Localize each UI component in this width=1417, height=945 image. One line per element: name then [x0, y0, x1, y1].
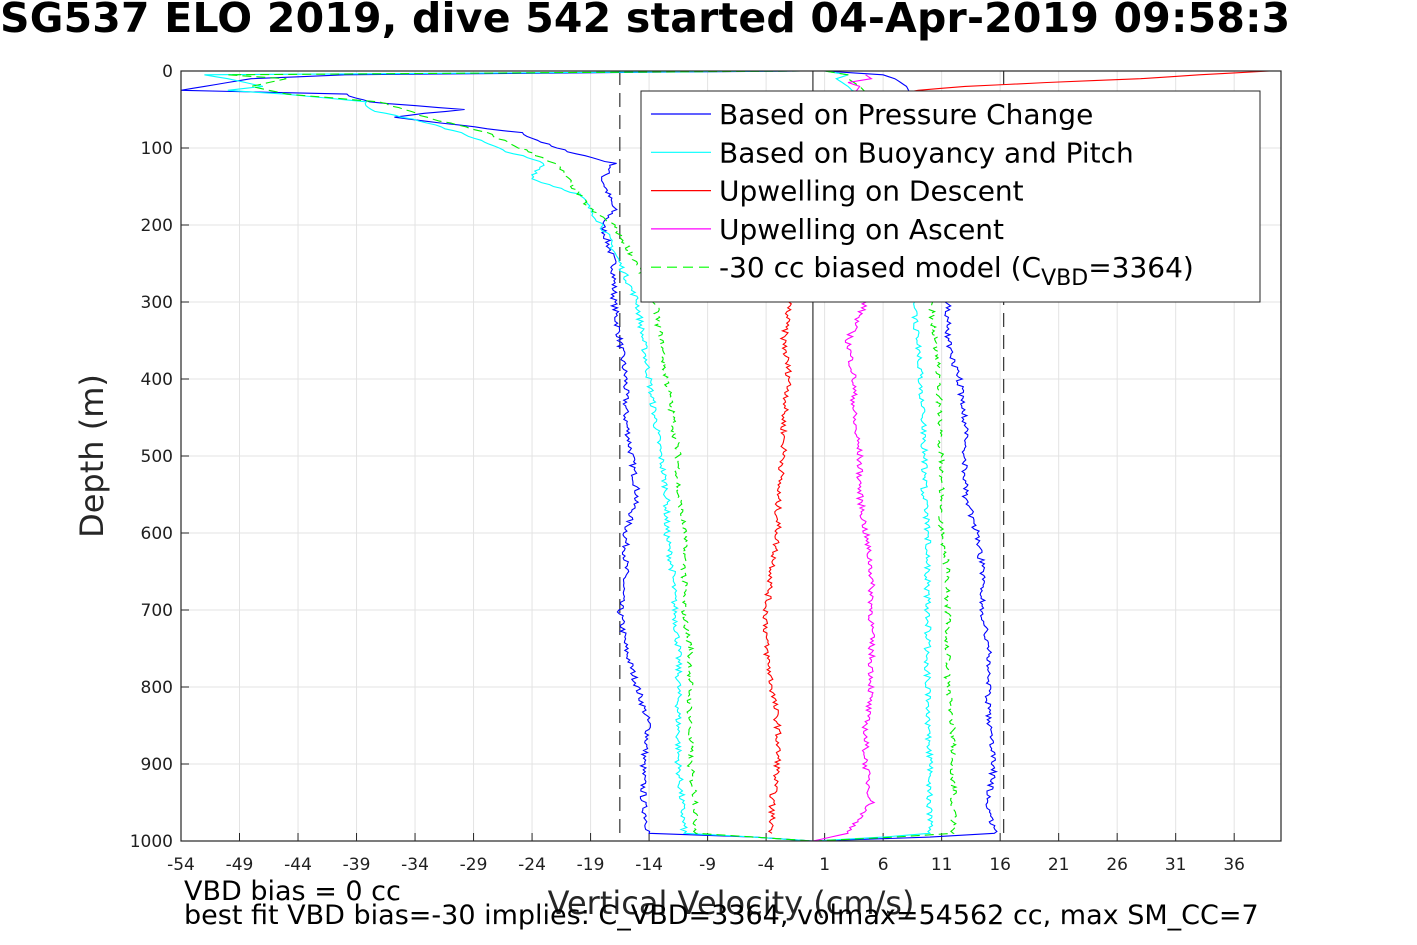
legend-suffix: =3364) — [1088, 251, 1194, 284]
x-tick-label: 21 — [1048, 855, 1070, 875]
y-tick-label: 800 — [141, 678, 173, 698]
vbd-bias-note: VBD bias = 0 cc — [184, 876, 401, 907]
series-line — [204, 70, 813, 842]
x-tick-label: 11 — [931, 855, 953, 875]
x-tick-label: -24 — [518, 855, 546, 875]
x-tick-label: -49 — [226, 855, 254, 875]
legend-label: Based on Pressure Change — [719, 98, 1093, 131]
legend-subscript: VBD — [1041, 266, 1088, 291]
y-tick-label: 700 — [141, 601, 173, 621]
legend-label: Upwelling on Descent — [719, 175, 1024, 208]
x-tick-label: 1 — [819, 855, 830, 875]
series-line — [180, 70, 813, 842]
legend: Based on Pressure Change Based on Buoyanc… — [640, 90, 1261, 303]
x-tick-label: -39 — [343, 855, 371, 875]
x-tick-label: 36 — [1223, 855, 1245, 875]
x-tick-label: -9 — [699, 855, 716, 875]
x-tick-label: -14 — [635, 855, 663, 875]
x-tick-labels: -54 -49 -44 -39 -34 -29 -24 -19 -14 -9 -4 1 6 11 16 21 2… — [167, 855, 1245, 875]
x-tick-label: -19 — [577, 855, 605, 875]
best-fit-note: best fit VBD bias=-30 implies: C_VBD=336… — [184, 900, 1259, 931]
x-axis-label: Vertical Velocity (cm/s) — [548, 884, 915, 922]
y-tick-label: 300 — [141, 293, 173, 313]
x-tick-label: 26 — [1106, 855, 1128, 875]
series-line — [762, 301, 793, 834]
series-line — [812, 301, 877, 842]
y-axis-label: Depth (m) — [73, 374, 111, 538]
legend-box — [640, 90, 1261, 303]
plot-frame — [180, 70, 1282, 842]
y-tick-label: 400 — [141, 370, 173, 390]
x-tick-label: 6 — [878, 855, 889, 875]
y-tick-label: 200 — [141, 216, 173, 236]
x-tick-label: -44 — [284, 855, 312, 875]
y-tick-label: 0 — [162, 62, 173, 82]
series-line — [227, 70, 813, 842]
x-tick-label: -4 — [758, 855, 775, 875]
x-tick-label: 16 — [989, 855, 1011, 875]
x-tick-label: -34 — [401, 855, 429, 875]
legend-label: Upwelling on Ascent — [719, 213, 1004, 246]
y-tick-label: 500 — [141, 447, 173, 467]
y-tick-label: 1000 — [130, 832, 173, 852]
y-tick-label: 900 — [141, 755, 173, 775]
series-lines — [180, 70, 1270, 842]
y-tick-label: 100 — [141, 139, 173, 159]
x-tick-label: -54 — [167, 855, 195, 875]
x-tick-label: 31 — [1165, 855, 1187, 875]
page-title: SG537 ELO 2019, dive 542 started 04-Apr-… — [0, 0, 1291, 42]
y-tick-labels: 0 100 200 300 400 500 600 700 800 900 1000 — [130, 62, 173, 852]
legend-label: Based on Buoyancy and Pitch — [719, 136, 1134, 169]
y-tick-label: 600 — [141, 524, 173, 544]
x-tick-label: -29 — [460, 855, 488, 875]
